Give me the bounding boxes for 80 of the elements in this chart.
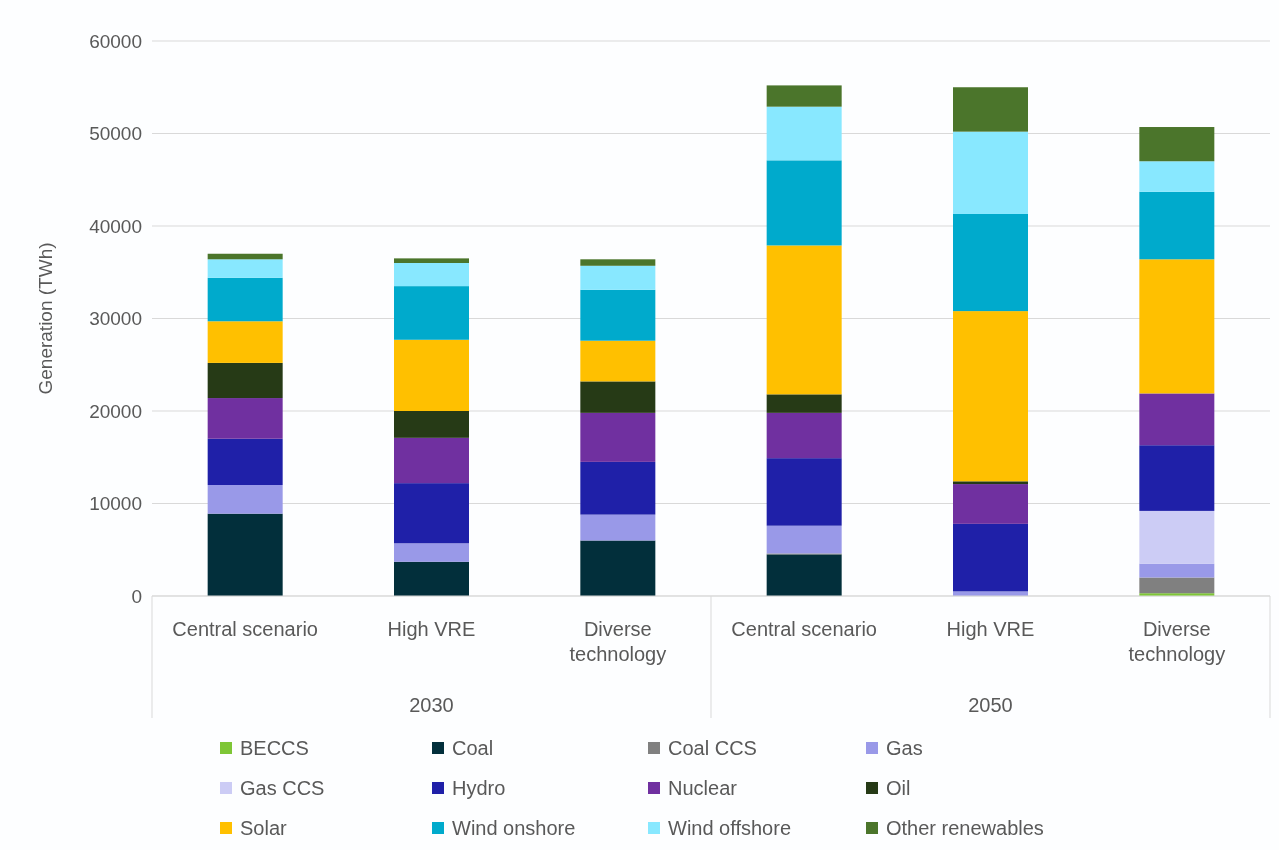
bar — [580, 540, 656, 596]
y-axis-title: Generation (TWh) — [35, 242, 56, 395]
bar — [207, 438, 283, 485]
bar — [1139, 510, 1215, 564]
bar — [207, 253, 283, 260]
bar — [580, 461, 656, 515]
x-tick-label: High VRE — [946, 618, 1035, 640]
x-tick-label: Central scenario — [172, 618, 318, 640]
bar — [1139, 577, 1215, 594]
bar — [1139, 393, 1215, 446]
bar — [766, 85, 842, 107]
bar — [953, 87, 1028, 132]
bar — [953, 484, 1028, 524]
y-tick-label: 60000 — [89, 30, 142, 52]
bar — [207, 398, 283, 439]
bar — [953, 523, 1028, 592]
bar — [580, 412, 656, 462]
legend-label: Coal CCS — [668, 737, 757, 759]
bar — [394, 483, 469, 544]
bar — [766, 525, 842, 554]
legend-label: Gas CCS — [240, 777, 325, 799]
legend-label: Gas — [886, 737, 923, 759]
y-tick-label: 10000 — [89, 493, 142, 515]
bar — [394, 263, 469, 287]
legend-label: Solar — [240, 817, 288, 839]
x-tick-label: High VRE — [387, 618, 476, 640]
bar — [580, 381, 656, 413]
bar — [1139, 161, 1215, 192]
bar — [766, 394, 842, 413]
bar — [1139, 127, 1215, 162]
bar — [766, 412, 842, 459]
bar — [580, 340, 656, 382]
bar — [394, 339, 469, 411]
bar — [1139, 191, 1215, 260]
y-tick-label: 20000 — [89, 400, 142, 422]
text: 2030 — [409, 694, 454, 716]
bar — [953, 213, 1028, 312]
bar — [1139, 445, 1215, 511]
bar — [580, 265, 656, 290]
bar — [394, 258, 469, 263]
bar — [394, 411, 469, 438]
x-tick-label: Diverse technology — [1128, 618, 1226, 665]
bar — [953, 311, 1028, 482]
bar — [207, 362, 283, 399]
bar — [394, 543, 469, 562]
bar — [766, 245, 842, 395]
bar — [766, 458, 842, 526]
bar — [394, 561, 469, 596]
x-tick-label: Central scenario — [731, 618, 877, 640]
y-tick-label: 30000 — [89, 308, 142, 330]
legend-label: Wind offshore — [668, 817, 792, 839]
legend-label: Wind onshore — [452, 817, 576, 839]
bar — [207, 259, 283, 278]
bar — [394, 286, 469, 340]
bar — [953, 131, 1028, 214]
legend-label: Hydro — [452, 777, 506, 799]
bar — [766, 106, 842, 161]
legend-label: Other renewables — [886, 817, 1044, 839]
bar — [766, 160, 842, 246]
y-tick-label: 40000 — [89, 215, 142, 237]
legend-label: Oil — [886, 777, 911, 799]
bar — [394, 437, 469, 484]
bar — [953, 481, 1028, 485]
text: 2050 — [968, 694, 1013, 716]
bar — [1139, 563, 1215, 578]
bar — [580, 514, 656, 541]
bar — [580, 259, 656, 266]
bar — [207, 277, 283, 322]
bar — [207, 513, 283, 596]
y-tick-label: 50000 — [89, 123, 142, 145]
bar — [1139, 259, 1215, 394]
legend-label: BECCS — [240, 737, 309, 759]
bar — [207, 485, 283, 514]
y-tick-label: 0 — [131, 585, 142, 607]
bar — [207, 321, 283, 363]
legend-label: Coal — [452, 737, 494, 759]
bar — [766, 554, 842, 596]
legend-label: Nuclear — [668, 777, 738, 799]
bar — [580, 289, 656, 341]
x-tick-label: Diverse technology — [569, 618, 667, 665]
